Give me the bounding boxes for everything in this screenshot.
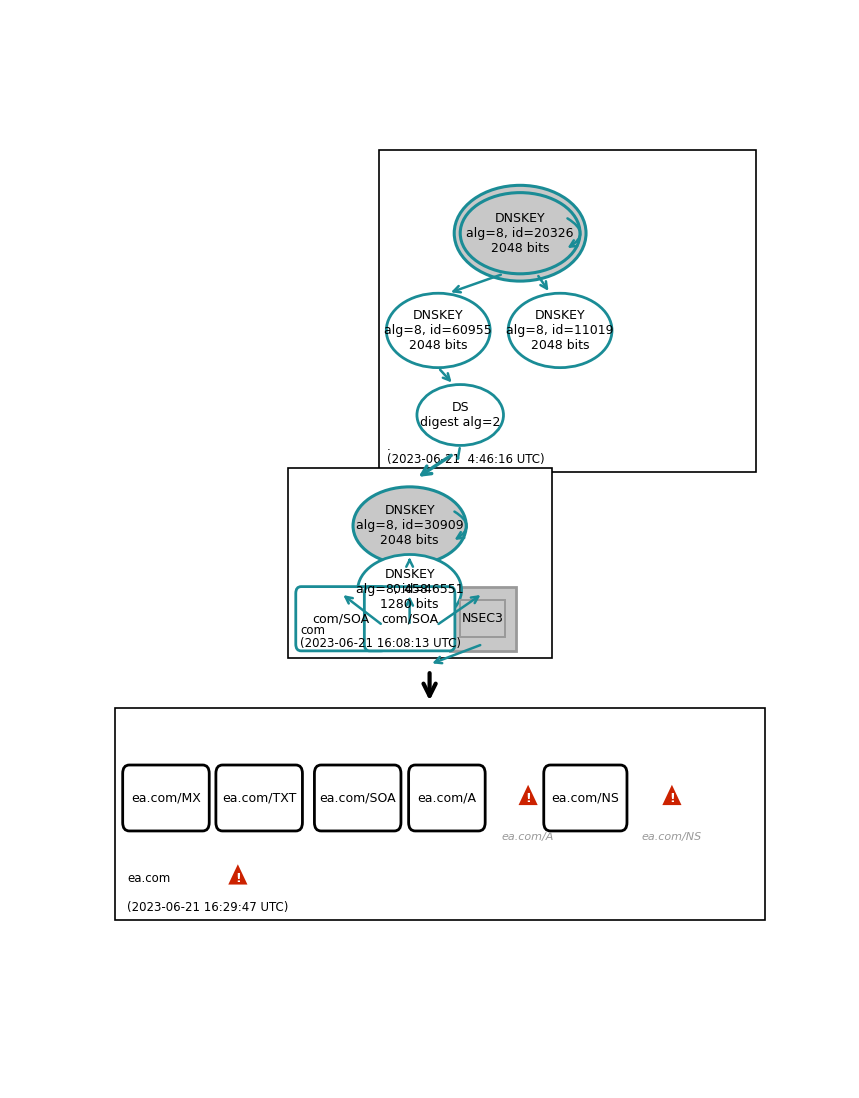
Text: com/SOA: com/SOA xyxy=(381,613,438,625)
FancyBboxPatch shape xyxy=(460,601,505,637)
Polygon shape xyxy=(662,785,681,805)
FancyBboxPatch shape xyxy=(314,765,401,831)
Polygon shape xyxy=(519,785,538,805)
Ellipse shape xyxy=(387,293,490,368)
FancyBboxPatch shape xyxy=(216,765,302,831)
FancyBboxPatch shape xyxy=(449,586,516,651)
FancyBboxPatch shape xyxy=(115,708,765,920)
FancyBboxPatch shape xyxy=(409,765,485,831)
Text: DNSKEY
alg=8, id=60955
2048 bits: DNSKEY alg=8, id=60955 2048 bits xyxy=(384,309,492,352)
Text: (2023-06-21  4:46:16 UTC): (2023-06-21 4:46:16 UTC) xyxy=(387,453,545,467)
Text: ea.com/SOA: ea.com/SOA xyxy=(320,792,396,805)
Text: (2023-06-21 16:29:47 UTC): (2023-06-21 16:29:47 UTC) xyxy=(127,901,289,915)
Text: ea.com/TXT: ea.com/TXT xyxy=(222,792,296,805)
Text: DNSKEY
alg=8, id=11019
2048 bits: DNSKEY alg=8, id=11019 2048 bits xyxy=(506,309,614,352)
Text: !: ! xyxy=(525,793,531,806)
Text: ea.com/NS: ea.com/NS xyxy=(642,832,702,842)
Text: ea.com/A: ea.com/A xyxy=(502,832,554,842)
FancyBboxPatch shape xyxy=(364,586,455,651)
Text: !: ! xyxy=(669,793,675,806)
FancyBboxPatch shape xyxy=(295,586,387,651)
Polygon shape xyxy=(228,864,247,885)
Text: (2023-06-21 16:08:13 UTC): (2023-06-21 16:08:13 UTC) xyxy=(301,638,461,650)
FancyBboxPatch shape xyxy=(544,765,627,831)
Text: ea.com/A: ea.com/A xyxy=(417,792,477,805)
Text: ea.com: ea.com xyxy=(127,872,171,885)
Ellipse shape xyxy=(357,554,461,626)
Text: NSEC3: NSEC3 xyxy=(462,613,503,625)
Text: com: com xyxy=(301,624,326,637)
FancyBboxPatch shape xyxy=(123,765,210,831)
Ellipse shape xyxy=(353,486,466,564)
Text: com/SOA: com/SOA xyxy=(313,613,369,625)
Text: DNSKEY
alg=8, id=30909
2048 bits: DNSKEY alg=8, id=30909 2048 bits xyxy=(356,504,463,547)
Text: .: . xyxy=(387,440,391,453)
Text: DS
digest alg=2: DS digest alg=2 xyxy=(420,401,501,429)
FancyBboxPatch shape xyxy=(379,150,757,472)
Text: !: ! xyxy=(235,872,241,885)
Ellipse shape xyxy=(454,186,586,281)
Text: ea.com/NS: ea.com/NS xyxy=(551,792,619,805)
Text: ea.com/MX: ea.com/MX xyxy=(131,792,201,805)
Ellipse shape xyxy=(509,293,612,368)
Text: DNSKEY
alg=8, id=20326
2048 bits: DNSKEY alg=8, id=20326 2048 bits xyxy=(466,212,574,255)
Text: DNSKEY
alg=8, id=46551
1280 bits: DNSKEY alg=8, id=46551 1280 bits xyxy=(356,569,463,612)
FancyBboxPatch shape xyxy=(289,468,552,658)
Ellipse shape xyxy=(417,384,503,446)
Ellipse shape xyxy=(460,192,580,273)
Text: 0.458: 0.458 xyxy=(392,583,428,596)
